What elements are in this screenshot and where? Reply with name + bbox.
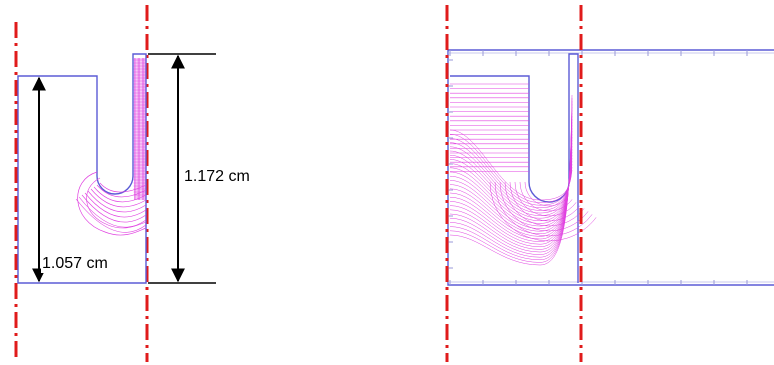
field-line bbox=[84, 192, 147, 218]
dim-outer-label: 1.172 cm bbox=[184, 168, 250, 185]
field-line bbox=[93, 186, 147, 203]
right-axis-ticks bbox=[448, 50, 748, 285]
field-line bbox=[449, 129, 573, 201]
right-field-lines bbox=[449, 83, 597, 266]
field-line bbox=[449, 151, 573, 216]
field-line bbox=[78, 196, 147, 228]
dim-inner-label: 1.057 cm bbox=[42, 255, 108, 272]
field-line bbox=[77, 171, 147, 236]
field-line bbox=[87, 190, 147, 213]
field-line bbox=[449, 94, 573, 266]
field-line bbox=[449, 142, 573, 209]
field-line bbox=[99, 182, 147, 193]
right-domain-outline bbox=[447, 49, 774, 286]
field-line bbox=[524, 181, 569, 207]
field-line bbox=[449, 142, 573, 224]
field-line bbox=[86, 177, 147, 229]
left-panel: 1.172 cm 1.057 cm bbox=[14, 5, 250, 362]
left-field-lines bbox=[75, 58, 147, 236]
field-line bbox=[81, 194, 147, 223]
field-line bbox=[449, 106, 573, 255]
dim-inner-label-bg bbox=[41, 251, 111, 273]
field-line bbox=[514, 181, 577, 217]
field-line bbox=[75, 198, 147, 233]
right-panel bbox=[445, 5, 774, 362]
field-line bbox=[509, 181, 581, 222]
field-line bbox=[519, 181, 573, 212]
field-line bbox=[90, 188, 147, 208]
field-line bbox=[494, 181, 593, 237]
field-line bbox=[449, 133, 573, 203]
field-line bbox=[504, 181, 585, 227]
field-line bbox=[499, 181, 589, 232]
field-line bbox=[449, 103, 573, 258]
field-line bbox=[449, 150, 573, 214]
field-line bbox=[449, 121, 573, 242]
left-slot-outline bbox=[17, 53, 147, 284]
field-line bbox=[449, 145, 573, 222]
field-line bbox=[96, 184, 147, 198]
field-line bbox=[449, 118, 573, 245]
